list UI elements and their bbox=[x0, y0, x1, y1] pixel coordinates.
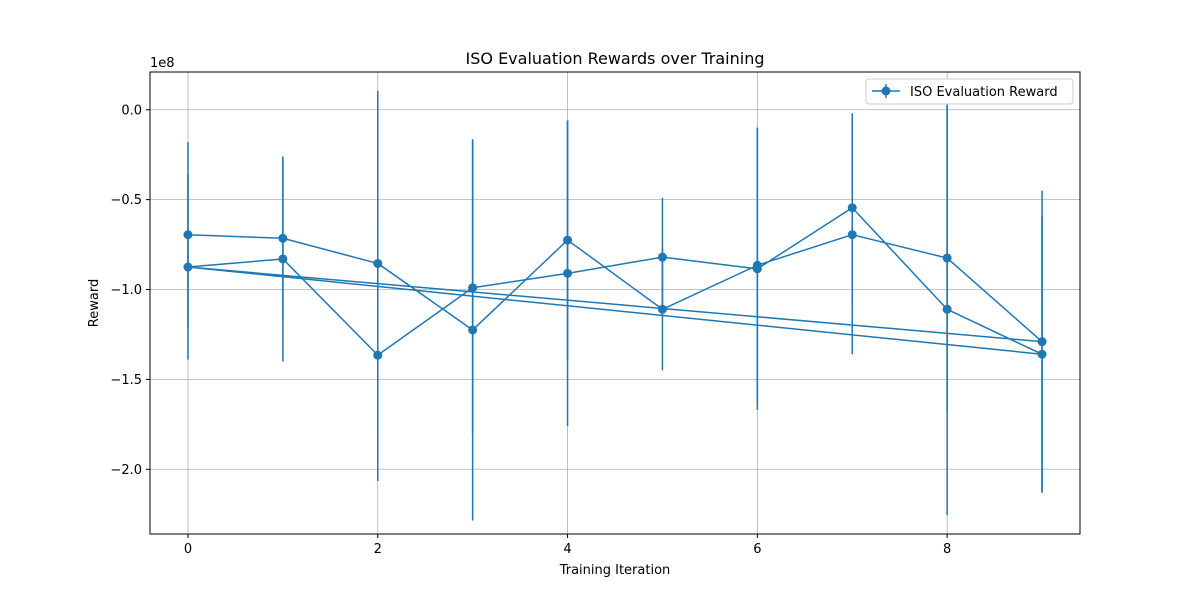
data-point bbox=[657, 304, 667, 314]
data-point bbox=[847, 230, 857, 240]
x-tick-label: 0 bbox=[184, 542, 192, 557]
data-point bbox=[752, 264, 762, 274]
legend-box bbox=[865, 78, 1074, 105]
data-point bbox=[657, 252, 667, 262]
data-point bbox=[1037, 349, 1047, 359]
x-tick-label: 8 bbox=[943, 542, 951, 557]
x-tick-label: 4 bbox=[563, 542, 571, 557]
data-point bbox=[373, 258, 383, 268]
y-tick-label: −1.0 bbox=[110, 283, 142, 298]
data-point bbox=[942, 304, 952, 314]
data-point bbox=[942, 253, 952, 263]
data-markers bbox=[183, 203, 1047, 360]
data-point bbox=[847, 203, 857, 213]
data-point bbox=[183, 262, 193, 272]
data-point bbox=[468, 325, 478, 335]
y-tick-label: −1.5 bbox=[110, 373, 142, 388]
x-tick-label: 2 bbox=[374, 542, 382, 557]
legend-label: ISO Evaluation Reward bbox=[910, 85, 1058, 100]
data-point bbox=[183, 230, 193, 240]
y-tick-label: −2.0 bbox=[110, 463, 142, 478]
data-point bbox=[563, 235, 573, 245]
y-axis-label: Reward bbox=[87, 279, 102, 327]
legend-marker bbox=[881, 86, 891, 96]
data-point bbox=[278, 233, 288, 243]
legend: ISO Evaluation Reward bbox=[865, 78, 1074, 105]
chart-title: ISO Evaluation Rewards over Training bbox=[466, 49, 765, 68]
y-axis-ticks: 0.0 −0.5 −1.0 −1.5 −2.0 bbox=[110, 103, 150, 478]
x-axis-ticks: 0 2 4 6 8 bbox=[184, 534, 951, 557]
data-point bbox=[373, 350, 383, 360]
data-point bbox=[278, 254, 288, 264]
data-point bbox=[468, 283, 478, 293]
y-axis-offset-label: 1e8 bbox=[150, 56, 175, 71]
x-tick-label: 6 bbox=[753, 542, 761, 557]
plot-frame bbox=[149, 71, 1081, 535]
data-point bbox=[563, 268, 573, 278]
x-axis-label: Training Iteration bbox=[559, 563, 671, 578]
y-tick-label: −0.5 bbox=[110, 193, 142, 208]
y-tick-label: 0.0 bbox=[121, 103, 142, 118]
data-point bbox=[1037, 337, 1047, 347]
